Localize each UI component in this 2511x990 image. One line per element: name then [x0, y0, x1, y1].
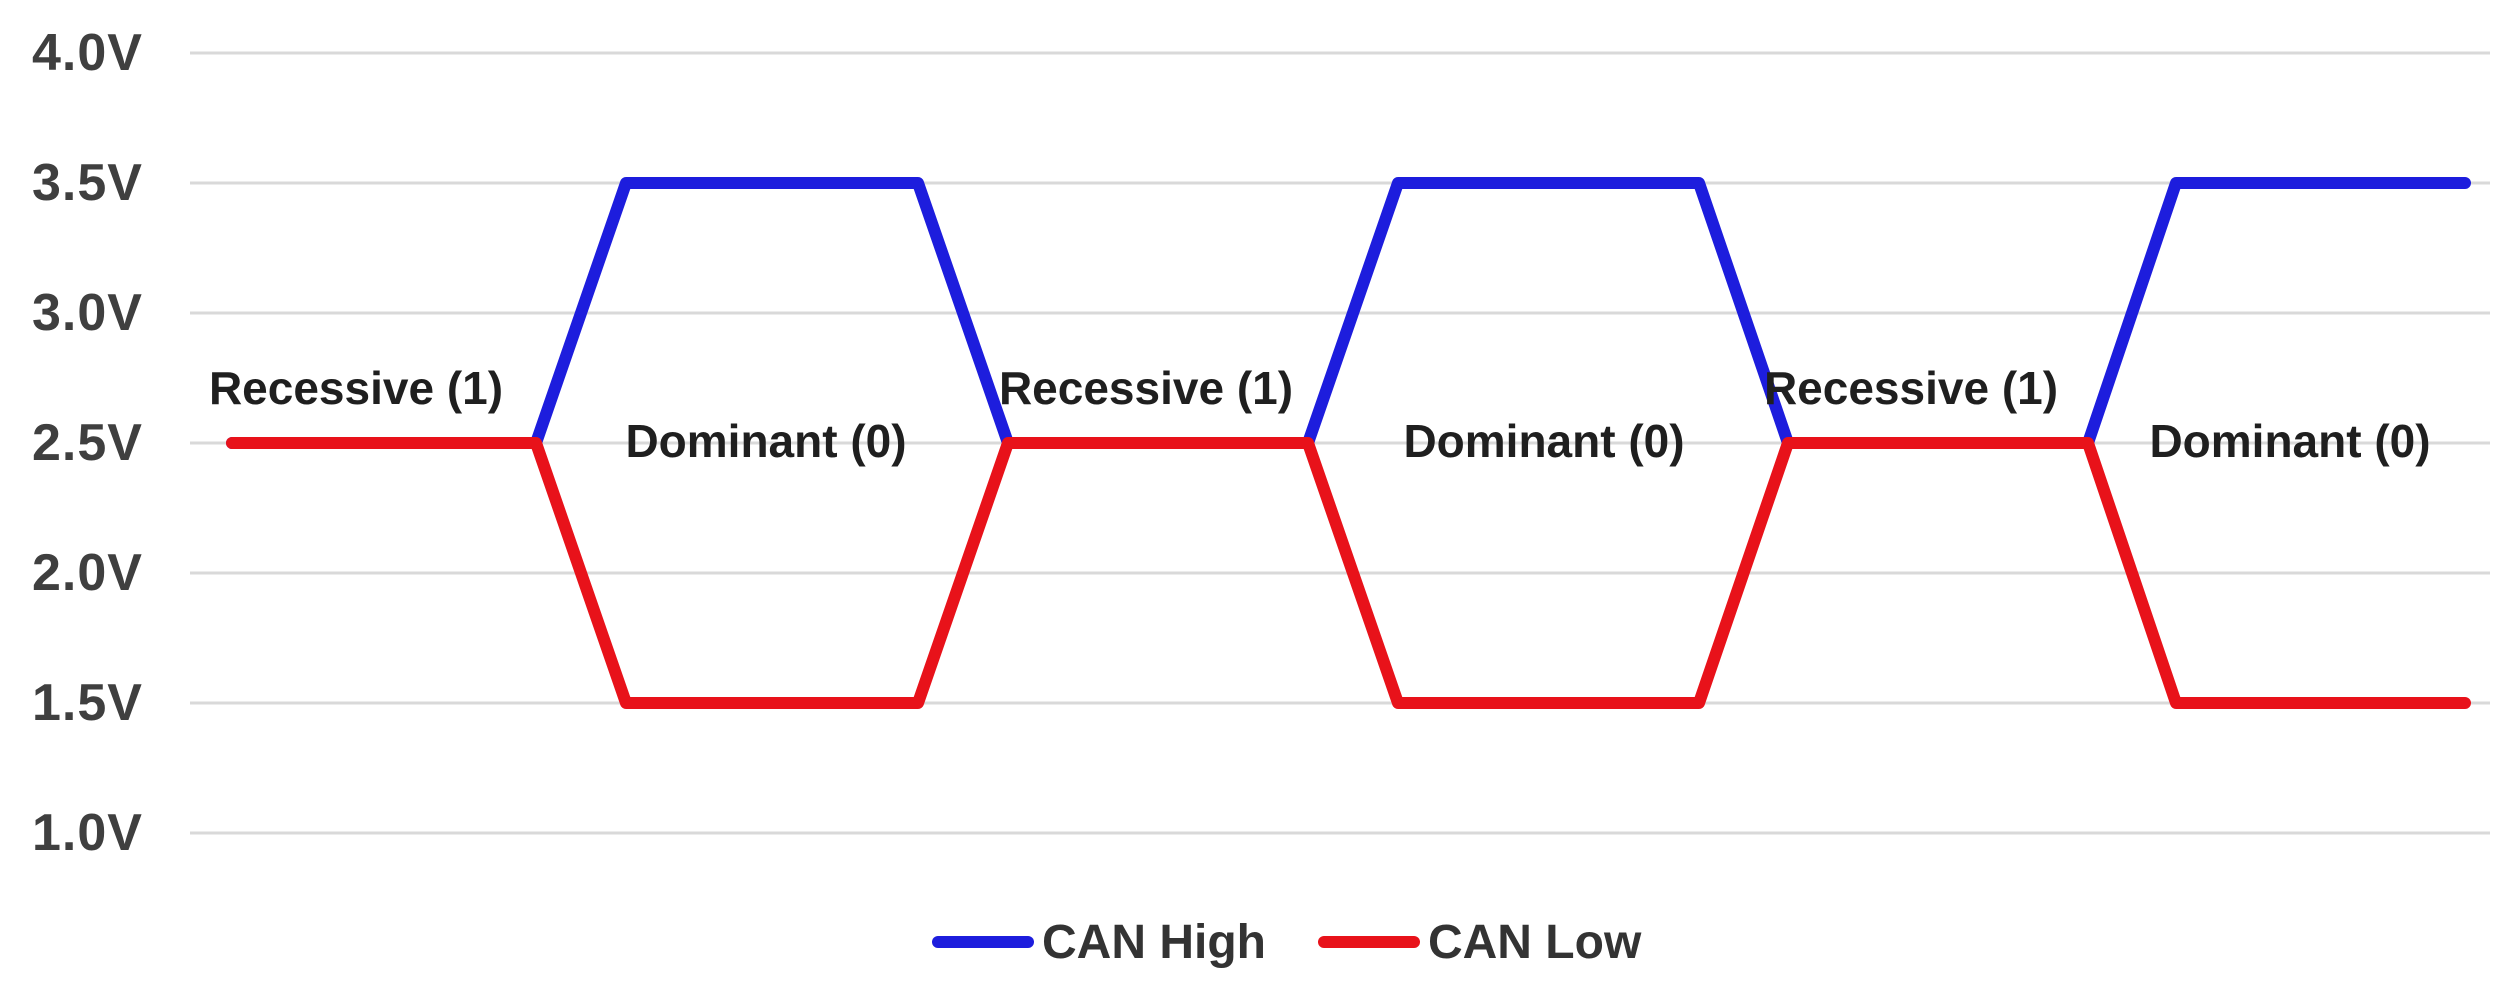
- recessive-state-label: Recessive (1): [208, 362, 504, 414]
- dominant-state-label: Dominant (0): [2149, 415, 2431, 467]
- can-low-line: [226, 437, 2471, 709]
- chart-legend: CAN High CAN Low: [932, 914, 1641, 970]
- y-axis-tick-label: 2.0V: [32, 544, 143, 602]
- legend-swatch-icon: [932, 936, 1034, 948]
- y-axis-tick-label: 4.0V: [32, 24, 143, 82]
- y-axis-tick-label: 1.5V: [32, 674, 143, 732]
- recessive-state-label: Recessive (1): [1763, 362, 2059, 414]
- legend-item-can-low: CAN Low: [1317, 915, 1642, 970]
- legend-label: CAN High: [1042, 915, 1266, 969]
- y-axis-tick-label: 3.5V: [32, 154, 143, 212]
- dominant-state-label: Dominant (0): [1403, 415, 1685, 467]
- legend-swatch-icon: [1317, 936, 1420, 948]
- recessive-state-label: Recessive (1): [998, 362, 1294, 414]
- y-axis-tick-label: 3.0V: [32, 284, 143, 342]
- legend-label: CAN Low: [1427, 915, 1642, 969]
- legend-item-can-high: CAN High: [932, 915, 1266, 970]
- y-axis-tick-label: 1.0V: [32, 804, 143, 862]
- can-high-line: [226, 177, 2471, 449]
- dominant-state-label: Dominant (0): [625, 415, 907, 467]
- y-axis-tick-label: 2.5V: [32, 414, 143, 472]
